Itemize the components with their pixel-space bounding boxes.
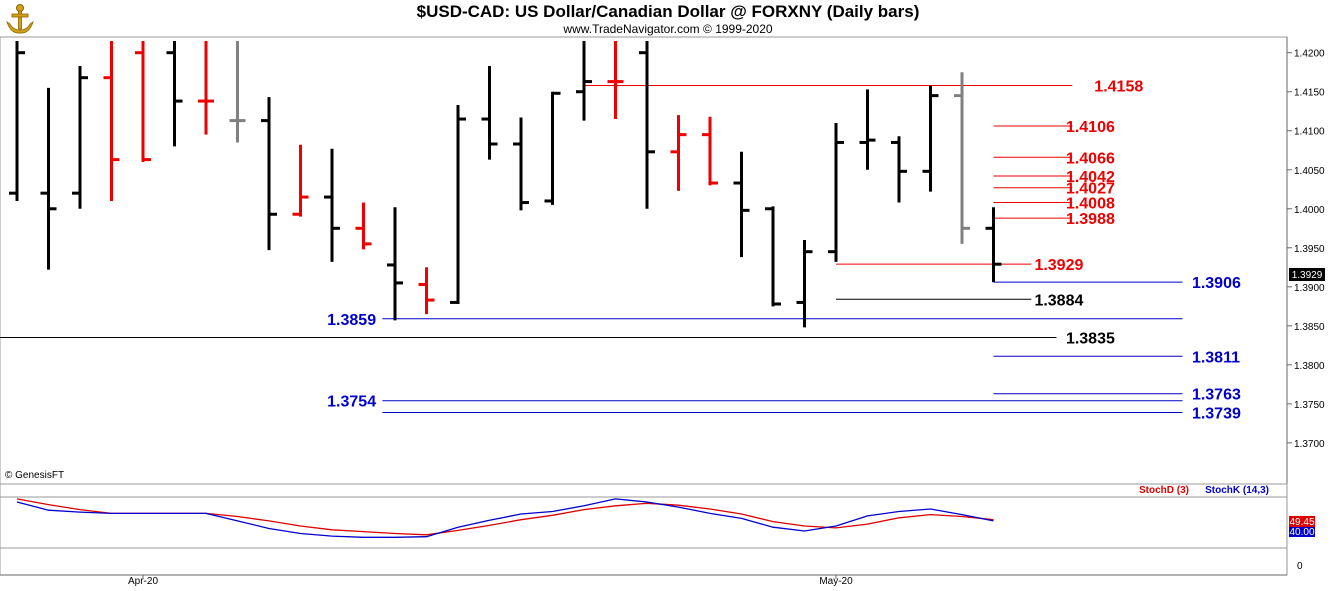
level-label: 1.3811 (1192, 349, 1240, 366)
ohlc-bar (513, 117, 529, 211)
ohlc-bar (985, 207, 1002, 283)
ohlc-bar (576, 41, 592, 121)
ohlc-bar (135, 41, 151, 162)
y-tick-label: 1.3850 (1294, 322, 1325, 333)
stochk-value: 40.00 (1289, 527, 1314, 538)
ohlc-bar (229, 41, 246, 143)
stochastic-lines (16, 498, 994, 538)
copyright-text: © GenesisFT (5, 470, 64, 481)
ohlc-bar (103, 41, 120, 201)
ohlc-bar (418, 267, 435, 315)
ohlc-bar (670, 115, 687, 191)
stochk-line (16, 498, 994, 538)
ohlc-bar (954, 72, 970, 244)
stochk-legend: StochK (14,3) (1205, 485, 1269, 496)
price-panel-frame (0, 36, 1288, 485)
level-label: 1.3906 (1192, 275, 1241, 292)
stoch-panel-frame (0, 483, 1288, 576)
y-tick-label: 1.3900 (1294, 283, 1325, 294)
ohlc-bar (72, 65, 88, 209)
ohlc-bar (639, 41, 655, 209)
level-label: 1.3988 (1066, 211, 1115, 228)
level-label: 1.4158 (1094, 78, 1143, 95)
y-tick-label: 1.4000 (1294, 205, 1325, 216)
ohlc-bar (481, 65, 498, 160)
ohlc-bar (607, 41, 624, 120)
level-label: 1.4106 (1066, 119, 1115, 136)
stochd-value-box (1289, 516, 1315, 527)
ohlc-bar (828, 122, 844, 262)
ohlc-bar (922, 85, 939, 192)
y-tick-label: 1.3800 (1294, 361, 1325, 372)
ohlc-bar (355, 202, 372, 250)
ohlc-bar (544, 91, 561, 205)
y-tick-label: 1.4100 (1294, 127, 1325, 138)
x-tick-label: Apr-20 (128, 576, 158, 587)
level-label: 1.3884 (1034, 292, 1083, 309)
ohlc-bar (198, 41, 214, 135)
ohlc-bar (387, 207, 403, 321)
ohlc-bar (40, 87, 57, 270)
ohlc-bar (891, 136, 907, 203)
level-label: 1.4066 (1066, 150, 1115, 167)
y-tick-label: 1.4200 (1294, 49, 1325, 60)
current-price-label: 1.3929 (1292, 270, 1323, 281)
y-tick-label: 1.4050 (1294, 166, 1325, 177)
level-label: 1.4027 (1066, 181, 1115, 198)
y-tick-label: 1.3950 (1294, 244, 1325, 255)
ohlc-bar (292, 144, 309, 217)
anchor-logo-icon (6, 4, 34, 34)
level-label: 1.4008 (1066, 196, 1115, 213)
ohlc-bar (166, 41, 183, 147)
level-label: 1.4042 (1066, 169, 1115, 186)
ohlc-bars (9, 41, 1002, 328)
ohlc-bar (765, 206, 781, 307)
level-label: 1.3754 (327, 394, 376, 411)
level-label: 1.3859 (327, 312, 376, 329)
ohlc-bar (261, 97, 277, 251)
y-tick-label: 1.3700 (1294, 439, 1325, 450)
x-tick-label: May-20 (819, 576, 853, 587)
price-levels: 1.41581.41061.40661.40421.40271.40081.39… (0, 78, 1241, 422)
chart-title: $USD-CAD: US Dollar/Canadian Dollar @ FO… (416, 2, 920, 21)
ohlc-bar (702, 116, 718, 186)
ohlc-bar (450, 104, 466, 304)
price-y-axis: 1.4200 1.4150 1.4100 1.4050 1.4000 1.3950 1.39… (1287, 49, 1325, 450)
stoch-y-tick: 0 (1297, 561, 1303, 572)
level-label: 1.3929 (1034, 257, 1083, 274)
level-label: 1.3763 (1192, 387, 1241, 404)
y-tick-label: 1.4150 (1294, 88, 1325, 99)
stochk-value-box (1289, 527, 1315, 537)
chart-subtitle: www.TradeNavigator.com © 1999-2020 (563, 22, 773, 36)
y-tick-label: 1.3750 (1294, 400, 1325, 411)
ohlc-bar (796, 239, 813, 328)
ohlc-bar (859, 89, 876, 170)
ohlc-bar (324, 148, 340, 262)
level-label: 1.3835 (1066, 331, 1115, 348)
stochd-value: 49.45 (1289, 517, 1314, 528)
current-price-marker (1289, 268, 1325, 281)
stochd-legend: StochD (3) (1139, 485, 1189, 496)
ohlc-bar (9, 41, 25, 201)
x-axis: Apr-20 May-20 (0, 574, 1287, 587)
level-label: 1.3739 (1192, 405, 1241, 422)
ohlc-bar (733, 151, 750, 258)
